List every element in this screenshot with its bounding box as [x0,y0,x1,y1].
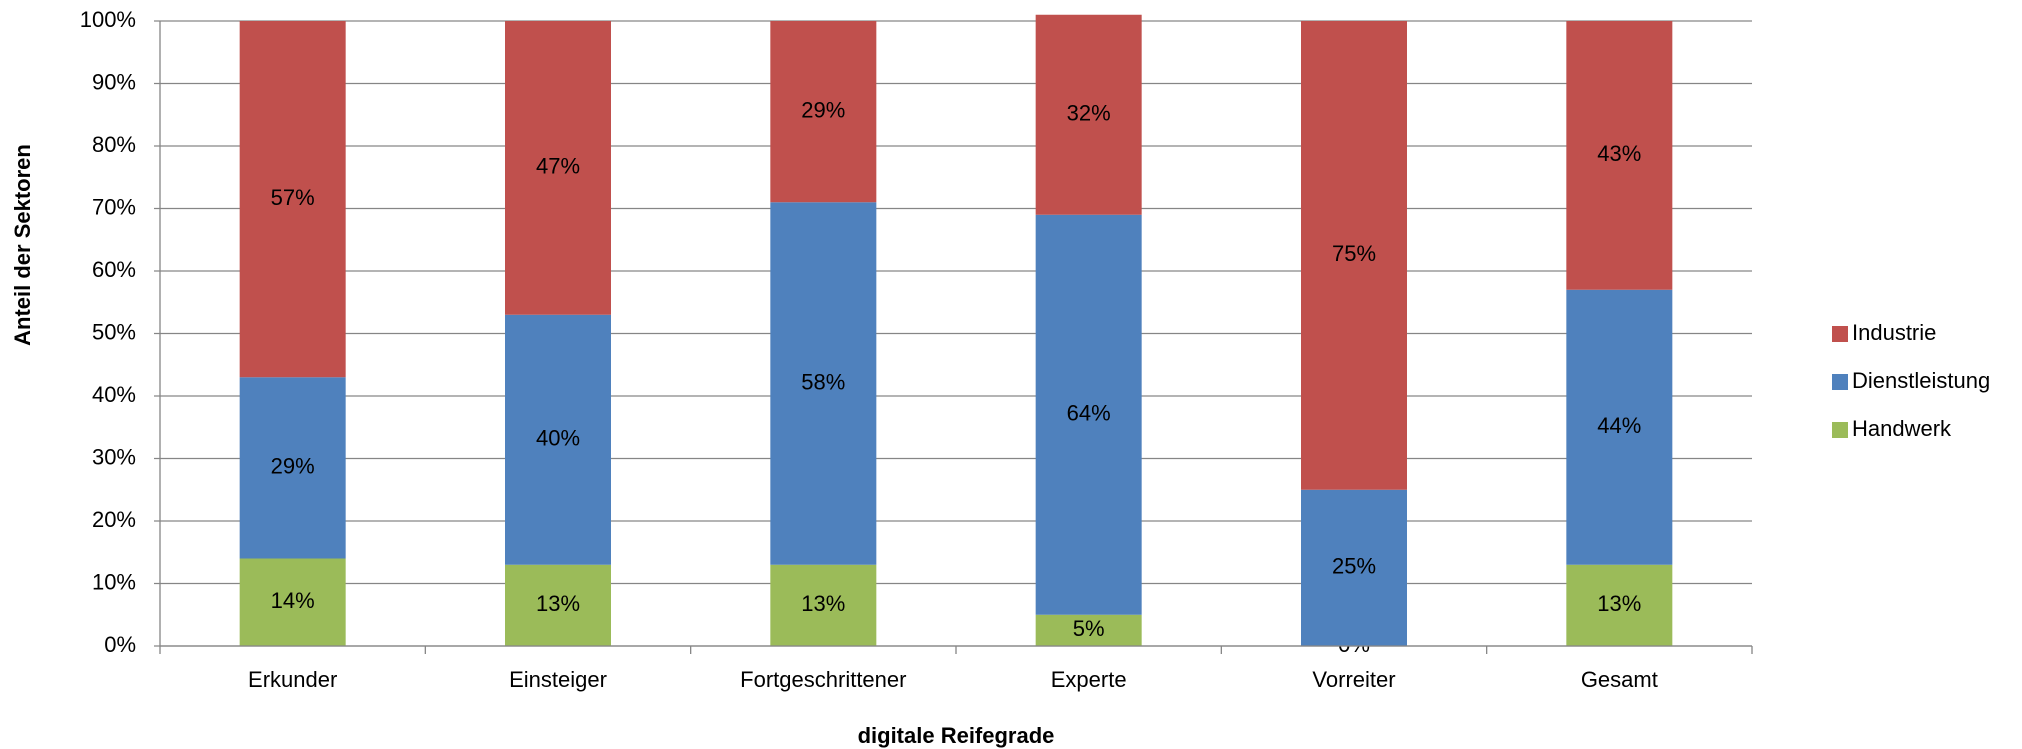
bar-segment [770,202,877,565]
y-axis-label: Anteil der Sektoren [10,144,35,346]
bar-segment [1035,214,1142,615]
data-label: 57% [271,185,315,210]
x-tick-label: Experte [1051,667,1127,692]
y-tick-label: 70% [92,194,136,219]
bar-segment [1566,21,1673,290]
y-tick-label: 30% [92,444,136,469]
y-tick-label: 0% [104,632,136,657]
bar-segment [1566,564,1673,646]
legend-swatch [1832,326,1848,342]
data-label: 5% [1073,616,1105,641]
bar-segment [239,377,346,559]
bar-segment [1035,614,1142,646]
legend-label: Industrie [1852,320,1936,345]
bar-segment [770,564,877,646]
y-tick-label: 80% [92,132,136,157]
legend-label: Dienstleistung [1852,368,1990,393]
data-label: 29% [801,97,845,122]
bar-segment [505,21,611,315]
y-tick-label: 20% [92,507,136,532]
legend-swatch [1832,374,1848,390]
x-tick-label: Erkunder [248,667,337,692]
y-tick-label: 60% [92,257,136,282]
y-tick-label: 100% [80,7,136,32]
data-label: 29% [271,454,315,479]
bar-segment [1566,289,1673,565]
data-label: 64% [1067,401,1111,426]
bar-segment [239,558,346,646]
bar-segment [505,564,611,646]
data-label: 32% [1067,101,1111,126]
x-tick-label: Vorreiter [1312,667,1395,692]
y-tick-label: 10% [92,569,136,594]
data-label: 47% [536,154,580,179]
data-label: 13% [1597,591,1641,616]
data-label: 75% [1332,241,1376,266]
bar-segment [505,314,611,565]
data-label: 43% [1597,141,1641,166]
bar-segment [770,21,877,203]
data-label: 44% [1597,413,1641,438]
bar-segment [1301,21,1407,490]
x-tick-label: Einsteiger [509,667,607,692]
data-label: 25% [1332,554,1376,579]
data-label: 40% [536,426,580,451]
x-axis-label: digitale Reifegrade [858,723,1055,748]
x-tick-label: Gesamt [1581,667,1658,692]
data-label: 58% [801,369,845,394]
y-tick-label: 90% [92,69,136,94]
y-tick-label: 50% [92,319,136,344]
legend-swatch [1832,422,1848,438]
bar-segment [1301,489,1407,646]
data-label: 14% [271,588,315,613]
legend-label: Handwerk [1852,416,1952,441]
bar-segment [1035,14,1142,215]
data-label: 13% [801,591,845,616]
data-label: 13% [536,591,580,616]
bar-segment [239,21,346,378]
y-tick-label: 40% [92,382,136,407]
x-tick-label: Fortgeschrittener [740,667,906,692]
